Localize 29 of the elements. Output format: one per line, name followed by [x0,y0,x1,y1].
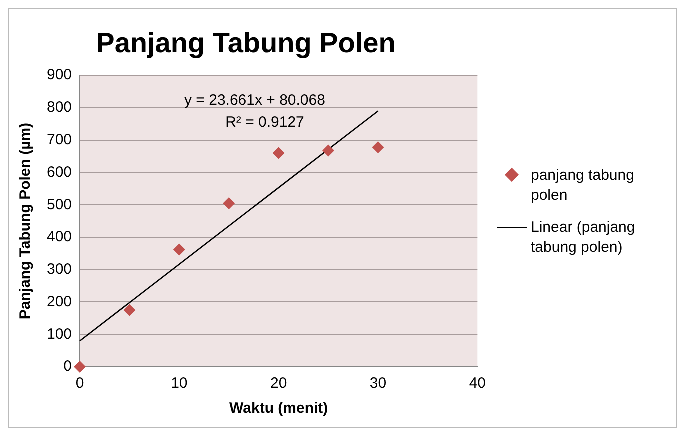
x-tick-label: 0 [76,375,84,392]
point [322,144,335,157]
y-tick-label: 800 [46,99,72,116]
point [74,361,86,373]
x-tick-label: 30 [370,375,387,392]
y-tick-label: 0 [64,358,72,376]
x-tick-label: 20 [270,375,288,392]
y-tick-label: 900 [46,66,72,84]
annotation: R² = 0.9127 [226,114,304,132]
y-tick-label: 400 [46,228,72,246]
x-tick-label: 10 [171,375,188,392]
point [124,304,136,316]
y-tick-label: 100 [46,326,72,343]
x-tick-label: 40 [469,375,486,392]
x-axis-title: Waktu (menit) [230,400,328,418]
point [372,141,384,154]
y-tick-label: 500 [46,196,72,214]
y-tick-label: 200 [46,293,72,310]
legend-label: panjang tabung polen [531,166,636,206]
y-tick-label: 300 [46,261,72,278]
chart-title: Panjang Tabung Polen [96,28,396,59]
y-tick-label: 700 [46,131,72,148]
point [173,244,186,256]
point [272,147,285,160]
y-tick-label: 600 [46,164,72,181]
point [223,197,236,210]
y-axis-title: Panjang Tabung Polen (µm) [17,122,34,320]
annotation: y = 23.661x + 80.068 [184,92,326,110]
legend-label: Linear (panjang tabung polen) [531,218,636,258]
